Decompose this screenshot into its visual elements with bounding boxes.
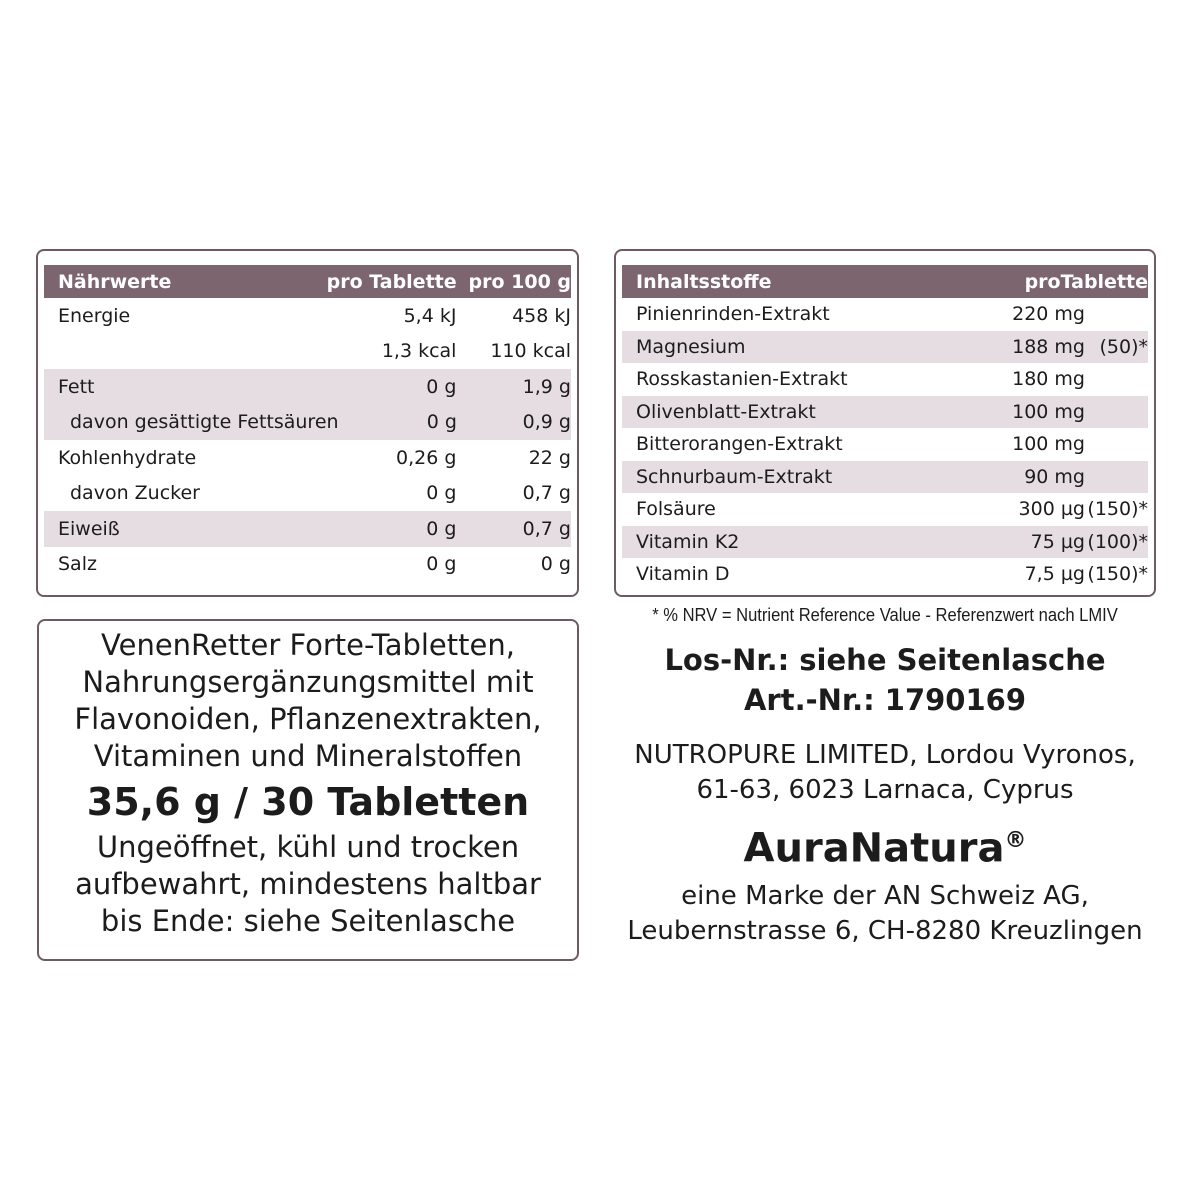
per-tablet-value: 1,3 kcal [381, 340, 457, 363]
desc-line: Nahrungsergänzungsmittel mit [82, 665, 534, 699]
ingredient-row: Vitamin D 7,5 µg (150)* [622, 558, 1148, 591]
nutrient-label: davon Zucker [70, 482, 200, 505]
article-number: Art.-Nr.: 1790169 [743, 683, 1027, 717]
ingredient-label: Schnurbaum-Extrakt [636, 465, 833, 488]
header-per-100g: pro 100 g [468, 270, 571, 293]
nutrition-header: Nährwerte pro Tablette pro 100 g [44, 265, 571, 298]
per-100g-value: 110 kcal [490, 340, 571, 363]
amount-value: 300 µg [1018, 498, 1085, 521]
nutrition-row: davon gesättigte Fettsäuren 0 g 0,9 g [44, 404, 571, 440]
amount-value: 90 mg [1024, 465, 1085, 488]
per-tablet-value: 0 g [426, 553, 457, 576]
manufacturer-line: NUTROPURE LIMITED, Lordou Vyronos, [634, 740, 1136, 770]
ingredient-label: Vitamin K2 [636, 530, 740, 553]
per-100g-value: 0 g [540, 553, 571, 576]
storage-line: aufbewahrt, mindestens haltbar [75, 867, 541, 901]
nutrient-label: Eiweiß [58, 517, 120, 540]
product-box: VenenRetter Forte-Tabletten, Nahrungserg… [37, 619, 579, 961]
brand-owner-line: eine Marke der AN Schweiz AG, [681, 881, 1089, 912]
nutrition-row: Kohlenhydrate 0,26 g 22 g [44, 440, 571, 476]
nutrition-table: Nährwerte pro Tablette pro 100 g Energie… [36, 249, 579, 597]
product-quantity: 35,6 g / 30 Tabletten [86, 780, 530, 824]
per-tablet-value: 5,4 kJ [403, 304, 457, 327]
per-tablet-value: 0 g [426, 482, 457, 505]
info-block: Los-Nr.: siehe Seitenlasche Art.-Nr.: 17… [600, 640, 1170, 949]
lot-number: Los-Nr.: siehe Seitenlasche [664, 643, 1106, 677]
ingredient-label: Rosskastanien-Extrakt [636, 368, 848, 391]
nutrition-row: Salz 0 g 0 g [44, 547, 571, 583]
ingredients-header: Inhaltsstoffe pro Tablette [622, 265, 1148, 298]
nutrient-label: Salz [58, 553, 97, 576]
nutrition-row: Energie 5,4 kJ 458 kJ [44, 298, 571, 334]
per-100g-value: 0,9 g [522, 411, 571, 434]
nrv-value: (50)* [1099, 335, 1148, 358]
ingredient-label: Bitterorangen-Extrakt [636, 433, 843, 456]
ingredient-row: Bitterorangen-Extrakt 100 mg [622, 428, 1148, 461]
ingredient-label: Vitamin D [636, 563, 730, 586]
per-100g-value: 0,7 g [522, 482, 571, 505]
amount-value: 180 mg [1012, 368, 1085, 391]
storage-line: Ungeöffnet, kühl und trocken [96, 830, 520, 864]
per-100g-value: 458 kJ [512, 304, 571, 327]
nutrition-row: 1,3 kcal 110 kcal [44, 334, 571, 370]
registered-mark: ® [1004, 828, 1027, 853]
amount-value: 220 mg [1012, 303, 1085, 326]
per-tablet-value: 0,26 g [396, 446, 457, 469]
ingredients-table: Inhaltsstoffe pro Tablette Pinienrinden-… [614, 249, 1156, 597]
ingredient-row: Olivenblatt-Extrakt 100 mg [622, 395, 1148, 428]
nutrient-label: Fett [58, 375, 95, 398]
per-100g-value: 1,9 g [522, 375, 571, 398]
amount-value: 100 mg [1012, 433, 1085, 456]
header-tablet: Tablette [1060, 270, 1148, 293]
nrv-value: (100)* [1087, 530, 1148, 553]
ingredient-label: Olivenblatt-Extrakt [636, 400, 816, 423]
ingredient-label: Folsäure [636, 498, 716, 521]
product-description: VenenRetter Forte-Tabletten, Nahrungserg… [39, 627, 577, 940]
nrv-value: (150)* [1087, 563, 1148, 586]
nutrition-row: davon Zucker 0 g 0,7 g [44, 476, 571, 512]
ingredient-row: Vitamin K2 75 µg (100)* [622, 525, 1148, 558]
ingredient-row: Folsäure 300 µg (150)* [622, 493, 1148, 526]
header-label: Nährwerte [58, 270, 172, 293]
amount-value: 100 mg [1012, 400, 1085, 423]
per-tablet-value: 0 g [426, 411, 457, 434]
brand-owner-line: Leubernstrasse 6, CH-8280 Kreuzlingen [627, 916, 1143, 947]
per-tablet-value: 0 g [426, 517, 457, 540]
nutrient-label: davon gesättigte Fettsäuren [70, 411, 339, 434]
nutrient-label: Energie [58, 304, 131, 327]
header-per: pro [1024, 270, 1061, 293]
desc-line: Vitaminen und Mineralstoffen [93, 739, 523, 773]
nutrition-row: Eiweiß 0 g 0,7 g [44, 511, 571, 547]
amount-value: 75 µg [1030, 530, 1085, 553]
ingredient-label: Pinienrinden-Extrakt [636, 303, 830, 326]
desc-line: Flavonoiden, Pflanzenextrakten, [74, 702, 542, 736]
nutrient-label: Kohlenhydrate [58, 446, 197, 469]
amount-value: 188 mg [1012, 335, 1085, 358]
per-100g-value: 0,7 g [522, 517, 571, 540]
manufacturer-line: 61-63, 6023 Larnaca, Cyprus [696, 775, 1074, 805]
ingredient-row: Rosskastanien-Extrakt 180 mg [622, 363, 1148, 396]
amount-value: 7,5 µg [1024, 563, 1085, 586]
desc-line: VenenRetter Forte-Tabletten, [101, 628, 515, 662]
per-100g-value: 22 g [528, 446, 571, 469]
nutrition-row: Fett 0 g 1,9 g [44, 369, 571, 405]
brand-logo: AuraNatura® [600, 810, 1170, 879]
brand-name: AuraNatura [743, 825, 1005, 872]
nrv-footnote: * % NRV = Nutrient Reference Value - Ref… [652, 605, 1118, 625]
ingredient-row: Pinienrinden-Extrakt 220 mg [622, 298, 1148, 331]
ingredient-row: Schnurbaum-Extrakt 90 mg [622, 460, 1148, 493]
header-label: Inhaltsstoffe [636, 270, 772, 293]
header-per-tablet: pro Tablette [326, 270, 457, 293]
nrv-value: (150)* [1087, 498, 1148, 521]
per-tablet-value: 0 g [426, 375, 457, 398]
ingredient-row: Magnesium 188 mg (50)* [622, 330, 1148, 363]
ingredient-label: Magnesium [636, 335, 746, 358]
storage-line: bis Ende: siehe Seitenlasche [100, 904, 516, 938]
